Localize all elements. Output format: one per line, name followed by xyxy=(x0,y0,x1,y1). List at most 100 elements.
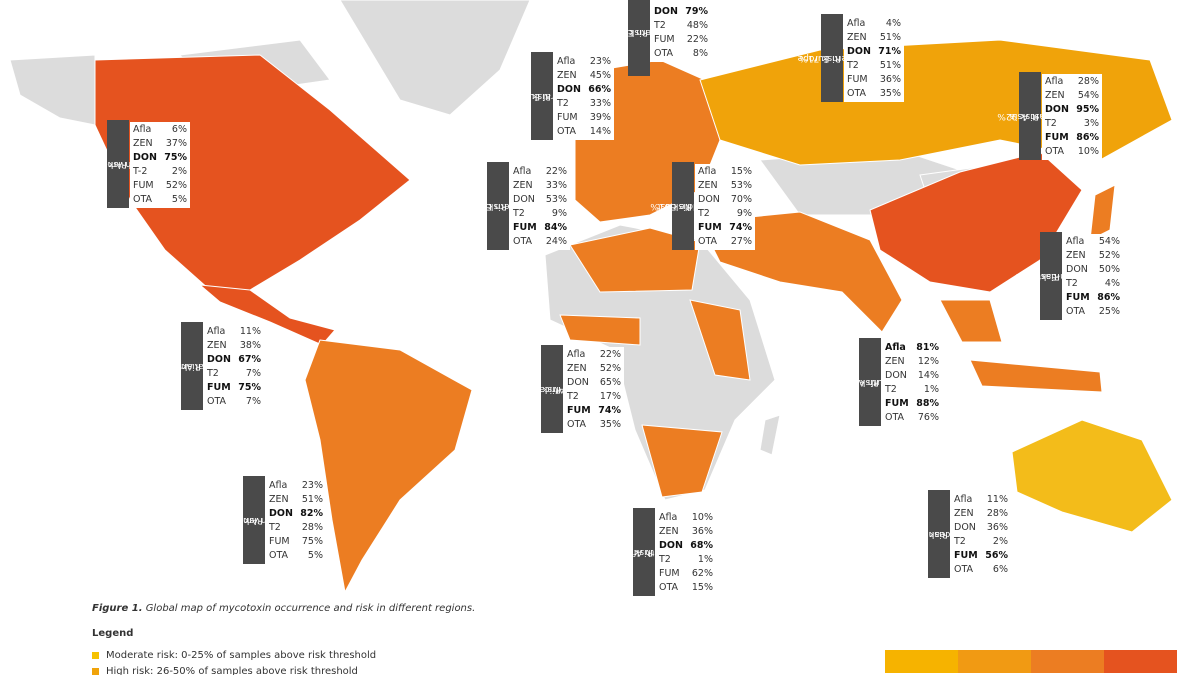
toxin-name: FUM xyxy=(698,222,722,233)
toxin-value: 79% xyxy=(685,6,708,17)
legend-title: Legend xyxy=(92,628,134,639)
toxin-name: Afla xyxy=(269,480,288,491)
toxin-value: 74% xyxy=(598,405,621,416)
toxin-value: 70% xyxy=(730,194,752,205)
toxin-value: 52% xyxy=(1098,250,1120,261)
madagascar xyxy=(759,414,781,456)
toxin-value: 50% xyxy=(1098,264,1120,275)
toxin-row: OTA 7% xyxy=(207,395,261,409)
toxin-value: 2% xyxy=(171,166,187,177)
japan xyxy=(1089,184,1116,241)
toxin-name: DON xyxy=(654,6,678,17)
toxin-table: Afla 23% ZEN 51% DON 82% T2 28% FUM 75% OTA 5% xyxy=(266,478,326,564)
toxin-value: 62% xyxy=(691,568,713,579)
toxin-name: FUM xyxy=(269,536,290,547)
toxin-row: T2 33% xyxy=(557,97,611,111)
toxin-row: DON 82% xyxy=(269,507,323,521)
toxin-value: 14% xyxy=(917,370,939,381)
toxin-name: FUM xyxy=(567,405,591,416)
toxin-row: Afla 11% xyxy=(207,325,261,339)
toxin-name: DON xyxy=(269,508,293,519)
legend-text: High risk: 26-50% of samples above risk … xyxy=(106,666,358,675)
toxin-row: T2 48% xyxy=(654,19,708,33)
toxin-value: 36% xyxy=(691,526,713,537)
toxin-name: ZEN xyxy=(133,138,153,149)
australia xyxy=(1011,419,1173,533)
toxin-row: OTA 5% xyxy=(269,549,323,563)
toxin-value: 8% xyxy=(692,48,708,59)
toxin-row: FUM 75% xyxy=(269,535,323,549)
toxin-value: 75% xyxy=(164,152,187,163)
toxin-name: FUM xyxy=(513,222,537,233)
toxin-name: ZEN xyxy=(698,180,718,191)
toxin-value: 2% xyxy=(992,536,1008,547)
toxin-name: T2 xyxy=(1066,278,1078,289)
scale-step xyxy=(885,650,958,673)
toxin-row: OTA 10% xyxy=(1045,145,1099,159)
toxin-value: 24% xyxy=(545,236,567,247)
toxin-row: DON 68% xyxy=(659,539,713,553)
toxin-name: FUM xyxy=(207,382,231,393)
toxin-row: DON 79% xyxy=(654,5,708,19)
toxin-row: DON 71% xyxy=(847,45,901,59)
toxin-row: OTA 27% xyxy=(698,235,752,249)
toxin-value: 10% xyxy=(1077,146,1099,157)
toxin-name: Afla xyxy=(1045,76,1064,87)
toxin-name: T2 xyxy=(567,391,579,402)
toxin-row: DON 66% xyxy=(557,83,611,97)
toxin-value: 51% xyxy=(301,494,323,505)
toxin-name: Afla xyxy=(698,166,717,177)
toxin-row: T2 1% xyxy=(659,553,713,567)
toxin-value: 25% xyxy=(1098,306,1120,317)
toxin-name: T2 xyxy=(1045,118,1057,129)
toxin-name: T2 xyxy=(654,20,666,31)
region-tab: Northern Europe Total Risk 65% xyxy=(602,0,676,76)
toxin-name: ZEN xyxy=(269,494,289,505)
toxin-name: DON xyxy=(1066,264,1088,275)
toxin-row: ZEN 51% xyxy=(269,493,323,507)
toxin-row: T2 9% xyxy=(698,207,752,221)
region-tab: Oceania Total Risk 24% xyxy=(906,490,972,578)
toxin-name: T2 xyxy=(954,536,966,547)
toxin-row: FUM 74% xyxy=(567,404,621,418)
toxin-name: T-2 xyxy=(133,166,148,177)
toxin-name: FUM xyxy=(557,112,578,123)
toxin-name: DON xyxy=(885,370,907,381)
toxin-name: Afla xyxy=(1066,236,1085,247)
toxin-value: 35% xyxy=(879,88,901,99)
toxin-row: DON 95% xyxy=(1045,103,1099,117)
caption-label: Figure 1. xyxy=(92,603,143,614)
toxin-value: 86% xyxy=(1076,132,1099,143)
caption: Figure 1. Global map of mycotoxin occurr… xyxy=(92,603,475,614)
toxin-row: ZEN 45% xyxy=(654,0,708,5)
toxin-value: 11% xyxy=(239,326,261,337)
north-africa xyxy=(569,227,701,293)
toxin-row: FUM 56% xyxy=(954,549,1008,563)
toxin-value: 23% xyxy=(301,480,323,491)
toxin-name: T2 xyxy=(269,522,281,533)
toxin-row: DON 67% xyxy=(207,353,261,367)
toxin-value: 95% xyxy=(1076,104,1099,115)
toxin-row: ZEN 37% xyxy=(133,137,187,151)
toxin-row: FUM 84% xyxy=(513,221,567,235)
toxin-value: 81% xyxy=(916,342,939,353)
toxin-name: Afla xyxy=(954,494,973,505)
toxin-name: OTA xyxy=(567,419,587,430)
toxin-table: Afla 54% ZEN 52% DON 50% T2 4% FUM 86% OTA 25% xyxy=(1063,234,1123,320)
toxin-row: OTA 35% xyxy=(567,418,621,432)
toxin-name: OTA xyxy=(698,236,718,247)
toxin-row: FUM 52% xyxy=(133,179,187,193)
west-africa xyxy=(559,314,641,346)
region-tab: South-East Asia Total Risk 70% xyxy=(1016,232,1086,320)
toxin-value: 23% xyxy=(589,56,611,67)
toxin-name: Afla xyxy=(847,18,866,29)
toxin-value: 17% xyxy=(599,391,621,402)
region-tab: Middle East Total Risk 61% xyxy=(650,162,716,250)
toxin-row: FUM 88% xyxy=(885,397,939,411)
toxin-value: 48% xyxy=(686,20,708,31)
south-america xyxy=(304,339,473,594)
toxin-row: OTA 6% xyxy=(954,563,1008,577)
toxin-value: 3% xyxy=(1083,118,1099,129)
toxin-value: 1% xyxy=(697,554,713,565)
toxin-name: ZEN xyxy=(954,508,974,519)
